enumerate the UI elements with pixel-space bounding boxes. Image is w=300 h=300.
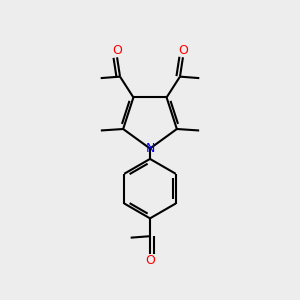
- Text: N: N: [145, 142, 155, 155]
- Text: O: O: [145, 254, 155, 267]
- Text: O: O: [178, 44, 188, 57]
- Text: O: O: [112, 44, 122, 57]
